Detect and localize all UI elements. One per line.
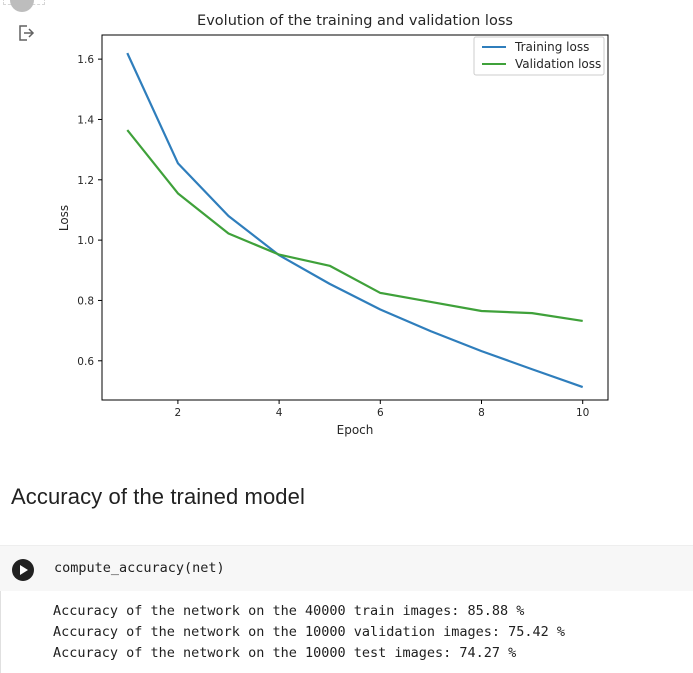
training-loss-line (126, 52, 584, 389)
y-tick-label: 0.8 (77, 295, 94, 307)
legend: Training loss Validation loss (473, 36, 605, 76)
x-axis-ticks: 2 4 6 8 10 (175, 400, 589, 419)
chart-title: Evolution of the training and validation… (197, 13, 513, 29)
x-tick-label: 2 (175, 407, 182, 419)
y-axis-label: Loss (57, 205, 71, 231)
y-tick-label: 1.4 (77, 114, 94, 126)
validation-loss-line (126, 129, 583, 323)
output-line-test: Accuracy of the network on the 10000 tes… (53, 645, 517, 661)
cell-output: Accuracy of the network on the 40000 tra… (0, 591, 693, 673)
x-tick-label: 8 (478, 407, 485, 419)
y-tick-label: 0.6 (77, 356, 94, 368)
code-source[interactable]: compute_accuracy(net) (54, 560, 225, 576)
x-axis-label: Epoch (337, 423, 374, 437)
output-redirect-icon[interactable] (16, 23, 36, 43)
previous-run-button[interactable] (10, 0, 34, 12)
legend-label-validation: Validation loss (515, 57, 601, 71)
play-icon[interactable] (12, 559, 34, 581)
output-line-validation: Accuracy of the network on the 10000 val… (53, 624, 566, 640)
output-divider (0, 591, 1, 673)
y-tick-label: 1.6 (77, 54, 94, 66)
loss-chart: Evolution of the training and validation… (57, 13, 609, 437)
y-tick-label: 1.2 (77, 175, 94, 187)
legend-label-training: Training loss (514, 40, 589, 54)
x-tick-label: 6 (377, 407, 384, 419)
series-layer (126, 52, 584, 389)
x-tick-label: 4 (276, 407, 283, 419)
y-axis-ticks: 0.6 0.8 1.0 1.2 1.4 1.6 (77, 54, 102, 368)
plot-area (101, 34, 609, 401)
y-tick-label: 1.0 (77, 235, 94, 247)
x-tick-label: 10 (576, 407, 589, 419)
output-line-train: Accuracy of the network on the 40000 tra… (53, 603, 525, 619)
section-heading: Accuracy of the trained model (11, 484, 305, 509)
code-cell[interactable]: compute_accuracy(net) (0, 545, 693, 591)
legend-box (473, 36, 605, 76)
output-text: Accuracy of the network on the 40000 tra… (53, 601, 565, 664)
